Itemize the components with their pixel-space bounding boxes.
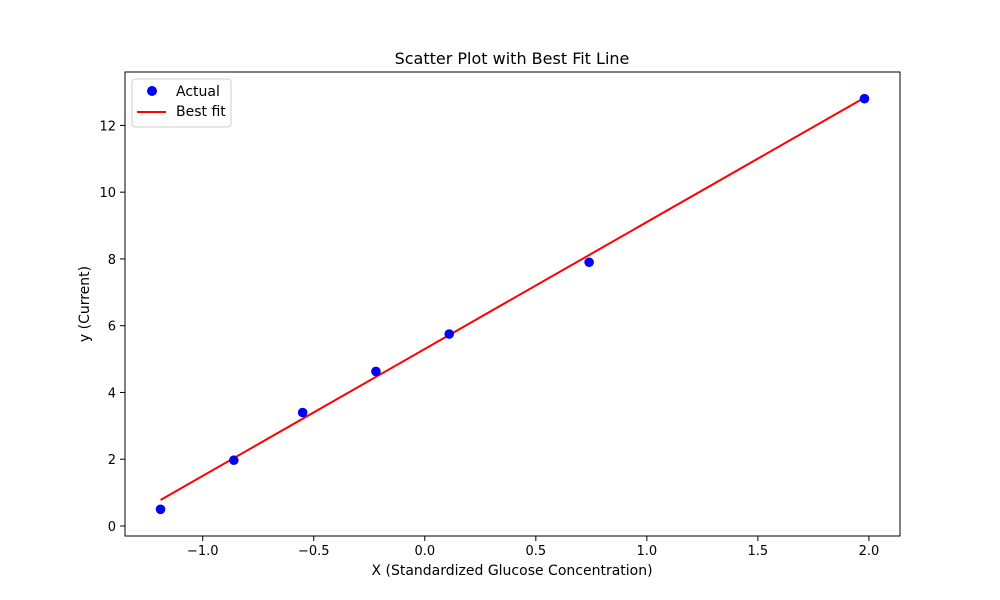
data-point — [444, 329, 455, 339]
legend-marker-actual — [147, 86, 157, 96]
series-layer — [155, 93, 870, 515]
data-point — [371, 366, 381, 377]
x-axis-ticks: −1.0 −0.5 0.0 0.5 1.0 1.5 2.0 — [187, 536, 879, 559]
y-tick-label: 12 — [99, 119, 116, 134]
x-tick-label: −1.0 — [187, 544, 219, 559]
data-point — [155, 504, 166, 515]
data-point — [859, 93, 870, 104]
data-point — [229, 455, 239, 466]
y-tick-label: 0 — [108, 520, 116, 535]
y-tick-label: 4 — [108, 386, 116, 401]
chart-title: Scatter Plot with Best Fit Line — [395, 49, 630, 68]
legend-label-best-fit: Best fit — [176, 104, 226, 120]
x-tick-label: −0.5 — [298, 544, 330, 559]
y-tick-label: 2 — [108, 453, 116, 468]
legend-label-actual: Actual — [176, 84, 220, 100]
data-point — [297, 407, 308, 418]
data-point — [584, 257, 594, 268]
legend: Actual Best fit — [131, 78, 232, 128]
y-tick-label: 8 — [108, 253, 116, 268]
y-tick-label: 10 — [99, 186, 116, 201]
x-axis-label: X (Standardized Glucose Concentration) — [371, 563, 652, 579]
y-axis-ticks: 0 2 4 6 8 10 12 — [99, 119, 125, 535]
best-fit-line — [160, 96, 865, 501]
x-tick-label: 0.0 — [414, 544, 435, 559]
x-tick-label: 0.5 — [525, 544, 546, 559]
x-tick-label: 2.0 — [859, 544, 880, 559]
plot-frame — [124, 71, 901, 537]
y-axis-label: y (Current) — [77, 266, 93, 342]
y-tick-label: 6 — [108, 320, 116, 335]
x-tick-label: 1.0 — [637, 544, 658, 559]
x-tick-label: 1.5 — [748, 544, 769, 559]
